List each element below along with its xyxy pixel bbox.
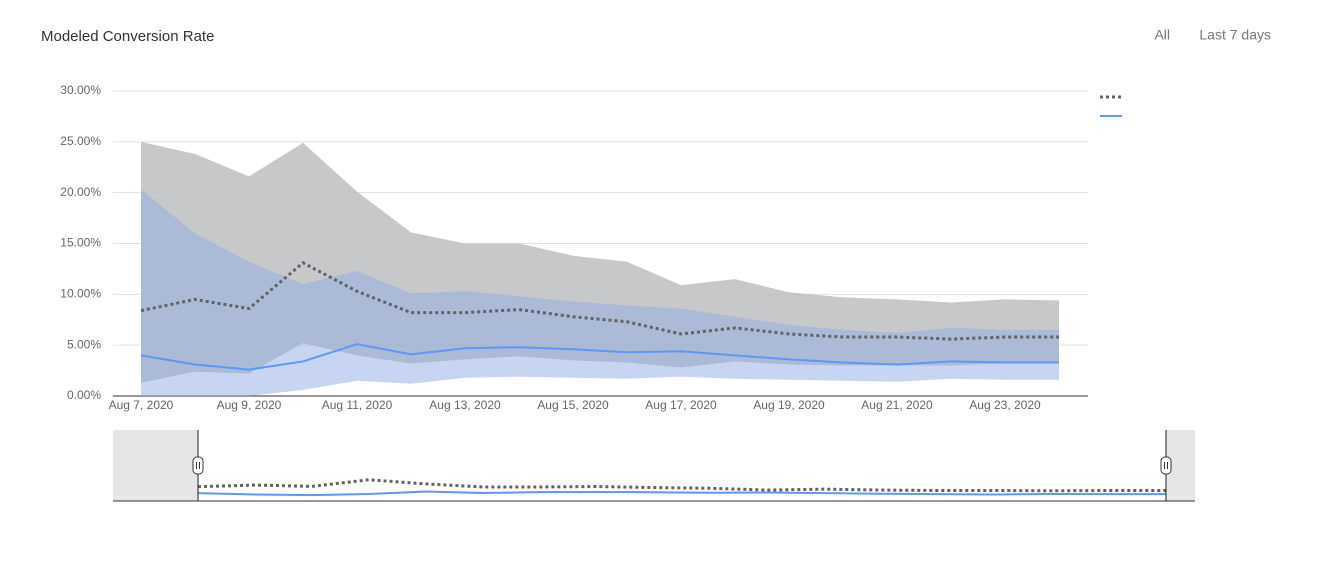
y-tick-label: 10.00% [60, 287, 101, 301]
y-tick-label: 15.00% [60, 236, 101, 250]
x-tick-label: Aug 15, 2020 [537, 398, 609, 412]
series-line [140, 343, 1059, 371]
x-tick-label: Aug 17, 2020 [645, 398, 717, 412]
y-tick-label: 30.00% [60, 83, 101, 97]
navigator-line [197, 490, 1166, 497]
range-button[interactable]: All [1154, 27, 1170, 43]
x-tick-label: Aug 19, 2020 [753, 398, 825, 412]
x-tick-label: Aug 7, 2020 [109, 398, 174, 412]
range-button[interactable]: Last 7 days [1199, 27, 1271, 43]
navigator-selection[interactable] [198, 430, 1166, 501]
y-tick-label: 25.00% [60, 134, 101, 148]
x-tick-label: Aug 9, 2020 [217, 398, 282, 412]
y-tick-label: 5.00% [67, 337, 101, 351]
navigator-handle[interactable] [1160, 456, 1172, 475]
y-tick-label: 0.00% [67, 388, 101, 402]
chart-title: Modeled Conversion Rate [41, 28, 214, 45]
y-tick-label: 20.00% [60, 185, 101, 199]
x-tick-label: Aug 21, 2020 [861, 398, 933, 412]
x-tick-label: Aug 11, 2020 [322, 398, 393, 412]
x-tick-label: Aug 13, 2020 [429, 398, 501, 412]
navigator-handle[interactable] [192, 456, 204, 475]
confidence-band [141, 189, 1059, 396]
x-tick-label: Aug 23, 2020 [969, 398, 1041, 412]
series-line [140, 261, 1059, 341]
